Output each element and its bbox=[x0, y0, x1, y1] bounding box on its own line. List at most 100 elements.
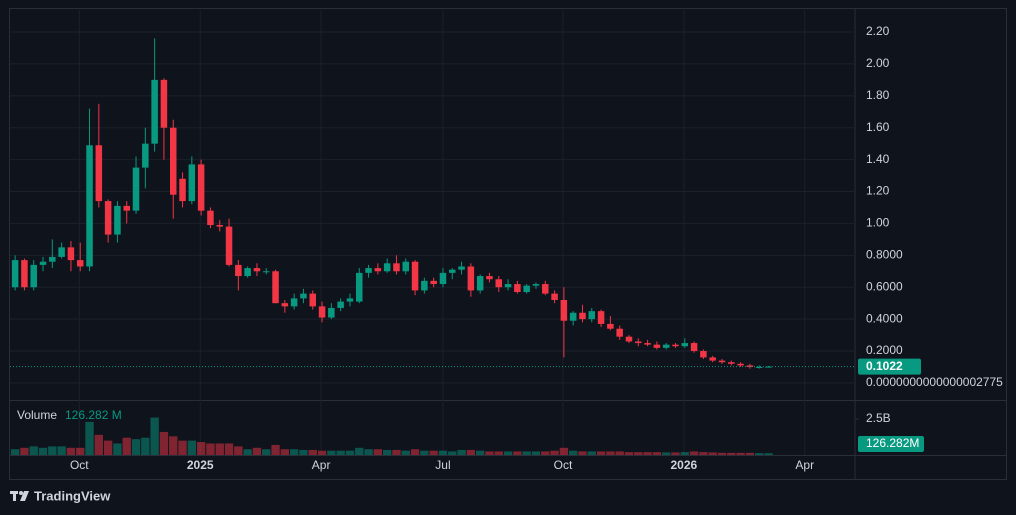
volume-bar bbox=[717, 452, 727, 455]
candle-body bbox=[95, 145, 103, 202]
candle-body bbox=[393, 263, 400, 272]
volume-bar bbox=[299, 449, 308, 455]
candle-body bbox=[235, 264, 242, 277]
y-tick-label: 1.80 bbox=[866, 88, 890, 102]
volume-bar bbox=[634, 452, 643, 455]
volume-bar bbox=[466, 449, 476, 455]
volume-bar bbox=[85, 421, 94, 455]
candle-body bbox=[21, 260, 28, 288]
volume-bar bbox=[475, 450, 485, 455]
candle-body bbox=[142, 143, 149, 168]
volume-bar bbox=[215, 443, 224, 455]
candle-body bbox=[449, 269, 456, 273]
chart-frame bbox=[9, 8, 1007, 480]
last-price-label: 0.1022 bbox=[866, 359, 903, 373]
volume-bar bbox=[196, 442, 206, 455]
y-tick-label: 0.4000 bbox=[866, 311, 903, 325]
candle-body bbox=[718, 360, 726, 363]
brand-name: TradingView bbox=[34, 488, 111, 503]
candle-body bbox=[430, 280, 437, 285]
volume-bar bbox=[708, 452, 717, 455]
candle-body bbox=[216, 225, 223, 227]
candle-body bbox=[123, 205, 130, 211]
candle-body bbox=[281, 303, 289, 307]
volume-bar bbox=[243, 449, 252, 455]
volume-bar bbox=[262, 449, 271, 455]
candle-body bbox=[504, 284, 512, 288]
volume-bar bbox=[559, 447, 569, 455]
x-tick-label: 2026 bbox=[671, 458, 698, 472]
candle-body bbox=[458, 266, 465, 270]
volume-bar bbox=[438, 450, 448, 455]
candle-body bbox=[495, 279, 503, 288]
volume-bar bbox=[522, 451, 531, 455]
candle-body bbox=[132, 167, 140, 211]
logo-shape bbox=[13, 491, 16, 501]
volume-bar bbox=[271, 444, 280, 455]
candle-body bbox=[365, 268, 372, 273]
x-tick-label: Apr bbox=[795, 458, 814, 472]
volume-bar bbox=[429, 450, 438, 455]
volume-bar bbox=[587, 451, 596, 455]
candle-body bbox=[355, 272, 363, 302]
volume-bar bbox=[38, 447, 48, 455]
candle-body bbox=[635, 341, 642, 344]
volume-badge-label: 126.282M bbox=[866, 436, 919, 450]
logo-shape bbox=[19, 491, 23, 495]
volume-bar bbox=[531, 451, 541, 455]
candle-body bbox=[560, 299, 568, 321]
candle-body bbox=[523, 285, 530, 293]
y-tick-label: 0.2000 bbox=[866, 343, 903, 357]
candle-body bbox=[39, 261, 47, 265]
volume-bar bbox=[187, 440, 197, 455]
volume-bar bbox=[550, 450, 559, 455]
volume-bar bbox=[615, 451, 624, 455]
candle-body bbox=[755, 366, 763, 368]
candle-body bbox=[467, 266, 475, 291]
candle-body bbox=[653, 344, 661, 348]
candle-body bbox=[616, 328, 623, 337]
candle-body bbox=[114, 205, 121, 235]
volume-bar bbox=[448, 451, 457, 455]
y-tick-label: 2.20 bbox=[866, 24, 890, 38]
y-tick-label: 2.00 bbox=[866, 56, 890, 70]
candle-body bbox=[374, 268, 382, 272]
volume-bar bbox=[680, 452, 689, 455]
volume-bar bbox=[206, 443, 215, 455]
volume-bar bbox=[48, 446, 57, 455]
volume-bar bbox=[131, 439, 141, 455]
volume-tick-label: 2.5B bbox=[866, 411, 891, 425]
volume-bar bbox=[224, 443, 234, 455]
volume-bar bbox=[624, 452, 634, 455]
candle-body bbox=[700, 351, 707, 358]
candle-body bbox=[30, 264, 37, 288]
volume-bar bbox=[234, 446, 243, 455]
candle-body bbox=[737, 363, 744, 366]
candle-body bbox=[644, 343, 651, 345]
candle-body bbox=[569, 312, 577, 321]
volume-bar bbox=[568, 450, 578, 455]
candle-body bbox=[253, 268, 261, 272]
volume-bar bbox=[289, 449, 299, 455]
volume-bar bbox=[392, 449, 401, 455]
candle-body bbox=[197, 164, 205, 211]
x-tick-label: 2025 bbox=[187, 458, 214, 472]
candle-body bbox=[765, 366, 772, 368]
candle-body bbox=[588, 311, 596, 320]
candle-body bbox=[151, 79, 158, 144]
candle-body bbox=[169, 127, 177, 195]
volume-bar bbox=[355, 447, 364, 455]
candle-body bbox=[67, 247, 75, 261]
candle-body bbox=[244, 268, 251, 277]
candle-body bbox=[104, 201, 112, 235]
y-tick-label: 0.6000 bbox=[866, 279, 903, 293]
volume-bar bbox=[345, 450, 355, 455]
candle-body bbox=[421, 280, 428, 291]
candle-body bbox=[328, 307, 335, 318]
volume-bar bbox=[503, 451, 513, 455]
candle-body bbox=[272, 271, 279, 304]
volume-bar bbox=[103, 440, 113, 455]
volume-bar bbox=[252, 447, 262, 455]
volume-bar bbox=[494, 451, 503, 455]
candle-body bbox=[309, 293, 317, 307]
